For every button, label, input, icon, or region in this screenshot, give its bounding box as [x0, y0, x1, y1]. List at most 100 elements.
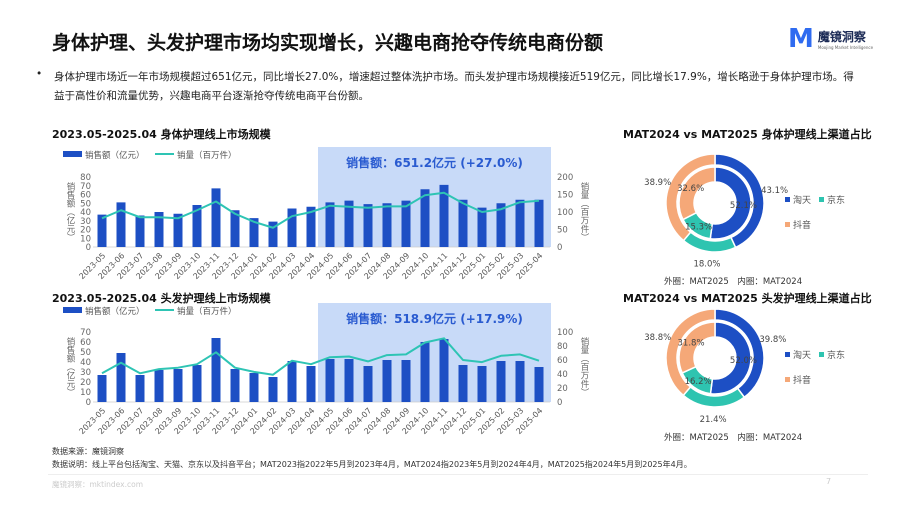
- y2-tick-label: 0: [557, 398, 562, 408]
- y-tick-label: 10: [80, 388, 91, 398]
- y-tick-label: 50: [80, 348, 91, 358]
- bar-2024-02: [268, 377, 278, 402]
- y-tick-label: 10: [80, 234, 91, 244]
- legend-swatch-bar: [63, 307, 82, 313]
- bar-2025-04: [534, 367, 544, 402]
- legend-label-京东: 京东: [827, 349, 845, 361]
- bar-2023-08: [154, 370, 164, 402]
- bar-2025-02: [496, 361, 506, 402]
- bar-2023-08: [154, 212, 164, 247]
- outer-ring-label: 18.0%: [693, 259, 720, 269]
- y2-tick-label: 100: [557, 328, 573, 338]
- sales-volume-line: [101, 191, 540, 229]
- y2-tick-label: 80: [557, 342, 568, 352]
- annotation-label: 销售额：518.9亿元 (+17.9%): [346, 311, 523, 326]
- y-tick-label: 40: [80, 208, 91, 218]
- inner-ring-label: 16.2%: [685, 377, 712, 387]
- inner-ring-label: 32.6%: [677, 184, 704, 194]
- sales-volume-line: [101, 337, 540, 376]
- y2-tick-label: 50: [557, 226, 568, 236]
- bar-2023-05: [97, 214, 107, 247]
- legend-label-淘天: 淘天: [793, 349, 811, 361]
- legend-label-抖音: 抖音: [793, 374, 811, 386]
- page-title: 身体护理、头发护理市场均实现增长，兴趣电商抢夺传统电商份额: [52, 32, 604, 54]
- bar-2023-09: [173, 369, 183, 402]
- inner-ring-label: 31.8%: [678, 339, 705, 349]
- logo-subtext: Moojing Market Intelligence: [817, 45, 874, 50]
- inner-ring-slice-淘天: [709, 321, 752, 395]
- y-tick-label: 60: [80, 338, 91, 348]
- bar-2023-10: [192, 205, 202, 247]
- outer-ring-label: 21.4%: [700, 415, 727, 425]
- donut-caption-body: 外圈：MAT2025 内圈：MAT2024: [664, 277, 803, 287]
- y2-tick-label: 20: [557, 384, 568, 394]
- bar-2024-07: [363, 366, 373, 402]
- bar-2024-09: [401, 360, 411, 402]
- y2-tick-label: 150: [557, 191, 573, 201]
- bar-2023-11: [211, 338, 221, 402]
- legend-swatch-京东: [819, 352, 824, 357]
- bar-2024-02: [268, 221, 278, 247]
- bar-2024-10: [420, 342, 430, 402]
- bar-2024-09: [401, 200, 411, 247]
- legend-label-bar: 销售额（亿元）: [85, 306, 145, 317]
- bar-2025-03: [515, 199, 525, 247]
- bar-2025-01: [477, 207, 487, 247]
- outer-ring-slice-抖音: [665, 153, 716, 242]
- chart-title-hair-care-market: 2023.05-2025.04 头发护理线上市场规模: [52, 292, 271, 305]
- bar-2024-08: [382, 203, 392, 247]
- footer-url: 魔镜洞察：mktindex.com: [52, 480, 144, 489]
- bar-2024-03: [287, 208, 297, 247]
- y-tick-label: 60: [80, 191, 91, 201]
- data-note: 数据说明：线上平台包括淘宝、天猫、京东以及抖音平台；MAT2023指2022年5…: [52, 460, 692, 469]
- bar-2024-05: [325, 359, 335, 402]
- bar-2025-01: [477, 366, 487, 402]
- bar-2024-06: [344, 359, 354, 402]
- data-source: 数据来源：魔镜洞察: [52, 447, 124, 456]
- footer-divider: [48, 474, 868, 475]
- legend-label-抖音: 抖音: [793, 219, 811, 231]
- inner-ring-slice-淘天: [709, 166, 752, 240]
- legend-label-line: 销量（百万件）: [177, 306, 237, 317]
- bar-2024-03: [287, 361, 297, 402]
- y2-axis-title: 销量（百万件）: [579, 336, 589, 396]
- bar-2024-08: [382, 360, 392, 402]
- y-axis-title: 销售额（亿元）: [65, 336, 75, 396]
- y2-tick-label: 60: [557, 356, 568, 366]
- y-tick-label: 20: [80, 226, 91, 236]
- y2-tick-label: 40: [557, 370, 568, 380]
- chart-title-hair-care-channel: MAT2024 vs MAT2025 头发护理线上渠道占比: [623, 292, 872, 305]
- chart-title-body-care-market: 2023.05-2025.04 身体护理线上市场规模: [52, 128, 271, 141]
- bar-2024-12: [458, 365, 468, 402]
- logo-text: 魔镜洞察: [817, 30, 866, 44]
- inner-ring-slice-抖音: [678, 166, 716, 221]
- bar-2023-09: [173, 213, 183, 247]
- y-tick-label: 30: [80, 368, 91, 378]
- chart-title-body-care-channel: MAT2024 vs MAT2025 身体护理线上渠道占比: [623, 128, 872, 141]
- outer-ring-slice-抖音: [665, 308, 716, 397]
- legend-label-line: 销量（百万件）: [177, 150, 237, 161]
- bar-2023-06: [116, 202, 126, 247]
- y-tick-label: 30: [80, 217, 91, 227]
- outer-ring-label: 43.1%: [761, 186, 788, 196]
- inner-ring-label: 52.1%: [730, 201, 757, 211]
- bar-2024-04: [306, 206, 316, 247]
- logo-mark-icon: M: [788, 24, 814, 54]
- y-tick-label: 70: [80, 182, 91, 192]
- legend-label-淘天: 淘天: [793, 194, 811, 206]
- bar-2024-05: [325, 202, 335, 247]
- outer-ring-label: 38.8%: [644, 333, 671, 343]
- bar-2024-01: [249, 218, 259, 247]
- summary-text: 身体护理市场近一年市场规模超过651亿元，同比增长27.0%，增速超过整体洗护市…: [54, 71, 854, 102]
- inner-ring-slice-抖音: [678, 321, 716, 374]
- y-tick-label: 20: [80, 378, 91, 388]
- y-tick-label: 40: [80, 358, 91, 368]
- y-tick-label: 70: [80, 328, 91, 338]
- legend-swatch-抖音: [785, 222, 790, 227]
- highlight-region: [318, 303, 551, 402]
- y-axis-title: 销售额（亿元）: [65, 181, 75, 241]
- bar-2023-07: [135, 215, 145, 247]
- inner-ring-label: 52.0%: [730, 356, 757, 366]
- bar-2024-11: [439, 339, 449, 402]
- bar-2023-05: [97, 375, 107, 402]
